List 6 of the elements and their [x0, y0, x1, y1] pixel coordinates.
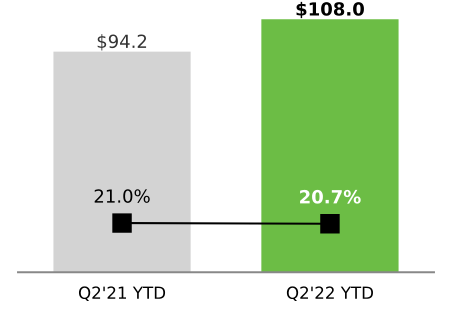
- data-label: $108.0: [296, 2, 364, 18]
- data-label: 20.7%: [300, 190, 361, 204]
- x-tick-label: Q2'21 YTD: [78, 286, 166, 301]
- x-tick-label: Q2'22 YTD: [286, 286, 373, 301]
- data-label: 21.0%: [94, 189, 150, 203]
- data-label: $94.2: [98, 34, 146, 51]
